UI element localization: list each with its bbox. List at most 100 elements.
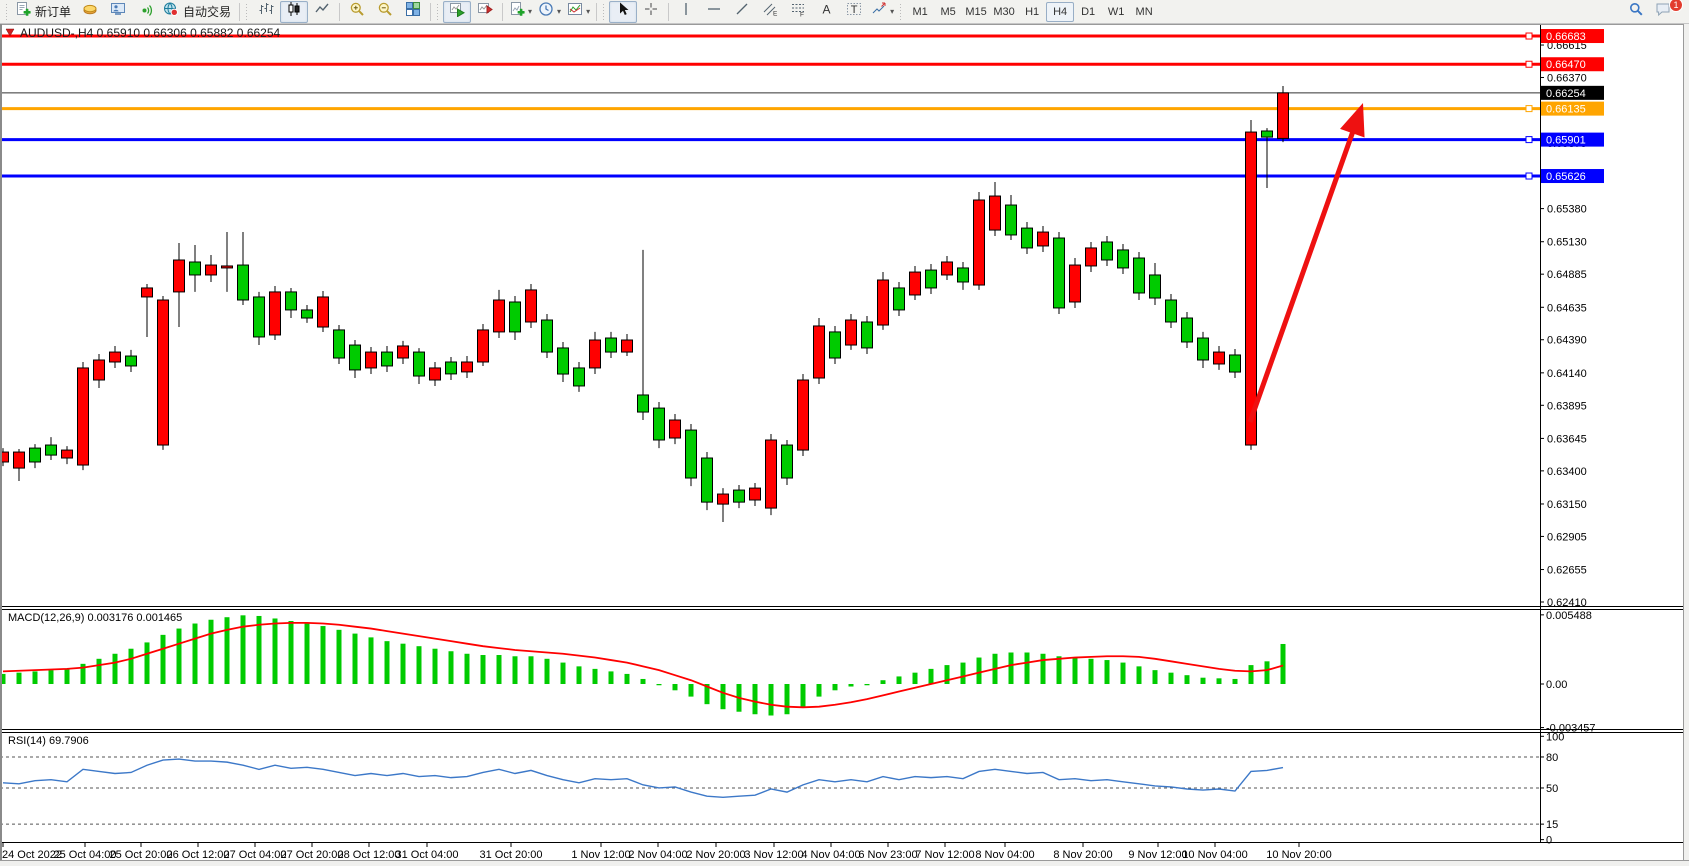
price-tick-label: 0.66615 [1547,40,1587,52]
channel-button[interactable]: E [756,1,784,23]
timeframe-D1[interactable]: D1 [1081,5,1096,18]
window-border-right[interactable] [1683,24,1689,866]
zoom-in-button[interactable] [343,1,371,23]
price-badge[interactable] [1541,101,1604,116]
level-handle[interactable] [1525,105,1533,113]
candle [973,199,985,286]
rsi-line [2,758,1284,798]
macd-bar [1232,678,1238,684]
search-button[interactable] [1622,1,1650,23]
timeframe-MN[interactable]: MN [1135,5,1153,18]
candle [61,449,73,459]
macd-bar [816,684,822,697]
tile-windows-button[interactable] [399,1,427,23]
candle [1245,131,1257,446]
community-button[interactable] [104,1,132,23]
shapes-button[interactable]: ▾ [868,1,897,23]
time-label: 2 Nov 20:00 [686,849,745,861]
cursor-button[interactable] [609,0,638,23]
text-label-icon: T [846,1,862,22]
timeframe-M5[interactable]: M5 [940,5,956,18]
line-chart-button[interactable] [308,1,336,23]
trend-arrow-head[interactable] [1340,103,1365,138]
bar-chart-button[interactable] [252,1,280,23]
toolbar-grip[interactable] [436,3,442,20]
crosshair-button[interactable] [637,1,665,23]
toolbar-grip[interactable] [602,3,608,20]
macd-bar [1088,658,1094,684]
price-tick-label: 0.65130 [1547,237,1587,249]
candle [749,487,761,501]
vertical-line-button[interactable] [672,1,700,23]
new-order-button[interactable]: 新订单 [12,1,76,23]
macd-label: MACD(12,26,9) 0.003176 0.001465 [8,612,182,624]
price-badge[interactable] [1541,85,1604,100]
signals-button[interactable] [132,1,160,23]
rsi-label: RSI(14) 69.7906 [8,735,89,747]
community-icon [110,1,126,22]
level-handle[interactable] [1525,32,1533,40]
level-badge-label: 0.66470 [1546,59,1586,71]
zoom-out-icon [377,1,393,22]
window-border-bottom[interactable] [0,860,1689,866]
timeframe-M30[interactable]: M30 [993,5,1015,18]
crosshair-icon [643,1,659,22]
candle [765,439,777,509]
level-handle[interactable] [1525,172,1533,180]
candle [621,339,633,353]
candlestick-chart-button[interactable] [280,0,309,23]
toolbar-grip[interactable] [899,3,905,20]
chevron-down-icon: ▾ [586,7,591,16]
notifications-button[interactable]: 1 [1650,0,1683,23]
zoom-out-button[interactable] [371,1,399,23]
price-badge[interactable] [1541,29,1604,44]
macd-bar [272,618,278,684]
time-label: 26 Oct 12:00 [167,849,230,861]
auto-scroll-button[interactable] [443,0,472,23]
macd-bar [1040,653,1046,684]
price-badge[interactable] [1541,132,1604,147]
toolbar-grip[interactable] [5,3,10,20]
timeframe-M15[interactable]: M15 [965,5,987,18]
label-button[interactable]: T [840,1,868,23]
new-chart-button[interactable]: ▾ [506,1,535,23]
trend-arrow[interactable] [1247,126,1357,423]
text-button[interactable]: A [812,1,840,23]
level-badge-label: 0.66683 [1546,31,1586,43]
macd-bar [1104,660,1110,684]
macd-bar [864,684,870,686]
window-border-left [0,24,2,866]
line-chart-icon [314,1,330,22]
toolbar-separator [339,2,341,21]
time-label: 7 Nov 12:00 [915,849,974,861]
market-button[interactable] [76,1,104,23]
timeframe-H4[interactable]: H4 [1046,1,1075,22]
indicators-button[interactable]: ▾ [564,1,593,23]
price-badge[interactable] [1541,169,1604,184]
price-badge[interactable] [1541,57,1604,72]
profiles-button[interactable]: ▾ [535,1,564,23]
timeframe-H1[interactable]: H1 [1025,5,1040,18]
horizontal-line-button[interactable] [700,1,728,23]
macd-bar [288,621,294,684]
candle [365,351,377,369]
timeframe-M1[interactable]: M1 [912,5,928,18]
rsi-tick-label: 50 [1546,783,1558,795]
macd-bar [720,684,726,710]
candle [253,296,265,338]
chart-shift-button[interactable] [471,1,499,23]
macd-bar [144,642,150,684]
macd-bar [160,634,166,684]
arrows-shapes-icon [871,1,887,22]
autotrading-button[interactable]: 自动交易 [160,1,236,23]
time-label: 24 Oct 2022 [2,849,62,861]
level-handle[interactable] [1525,60,1533,68]
candle [333,329,345,359]
candle [493,299,505,333]
timeframe-W1[interactable]: W1 [1107,5,1125,18]
macd-bar [1072,657,1078,684]
level-handle[interactable] [1525,136,1533,144]
fibonacci-button[interactable]: F [784,1,812,23]
trendline-button[interactable] [728,1,756,23]
toolbar-grip[interactable] [245,3,251,20]
